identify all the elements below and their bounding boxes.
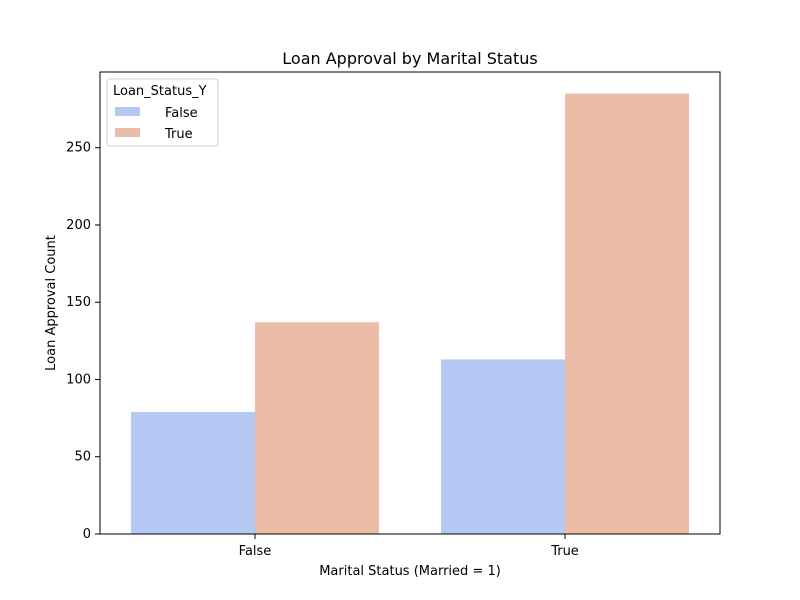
legend-title: Loan_Status_Y <box>113 84 207 99</box>
y-tick-label-200: 200 <box>66 218 91 233</box>
x-axis-label: Marital Status (Married = 1) <box>319 564 501 579</box>
y-tick-label-100: 100 <box>66 372 91 387</box>
chart-title: Loan Approval by Marital Status <box>282 49 537 68</box>
y-axis-label: Loan Approval Count <box>44 235 59 371</box>
legend-swatch-false <box>115 107 140 116</box>
x-tick-label-true: True <box>550 544 579 559</box>
legend-label-false: False <box>165 106 198 121</box>
legend-swatch-true <box>115 128 140 137</box>
y-tick-label-250: 250 <box>66 141 91 156</box>
legend: Loan_Status_Y False True <box>106 78 219 147</box>
legend-label-true: True <box>164 127 193 142</box>
y-tick-label-0: 0 <box>83 527 91 542</box>
plot-area: False True 0 50 100 150 200 250 <box>66 71 721 559</box>
bar-false-false <box>131 411 255 534</box>
x-tick-label-false: False <box>239 544 272 559</box>
plot-frame <box>99 71 721 535</box>
bar-true-true <box>565 93 689 534</box>
y-tick-label-50: 50 <box>74 450 91 465</box>
y-tick-label-150: 150 <box>66 295 91 310</box>
bar-false-true <box>255 322 379 534</box>
bar-true-false <box>441 359 565 534</box>
